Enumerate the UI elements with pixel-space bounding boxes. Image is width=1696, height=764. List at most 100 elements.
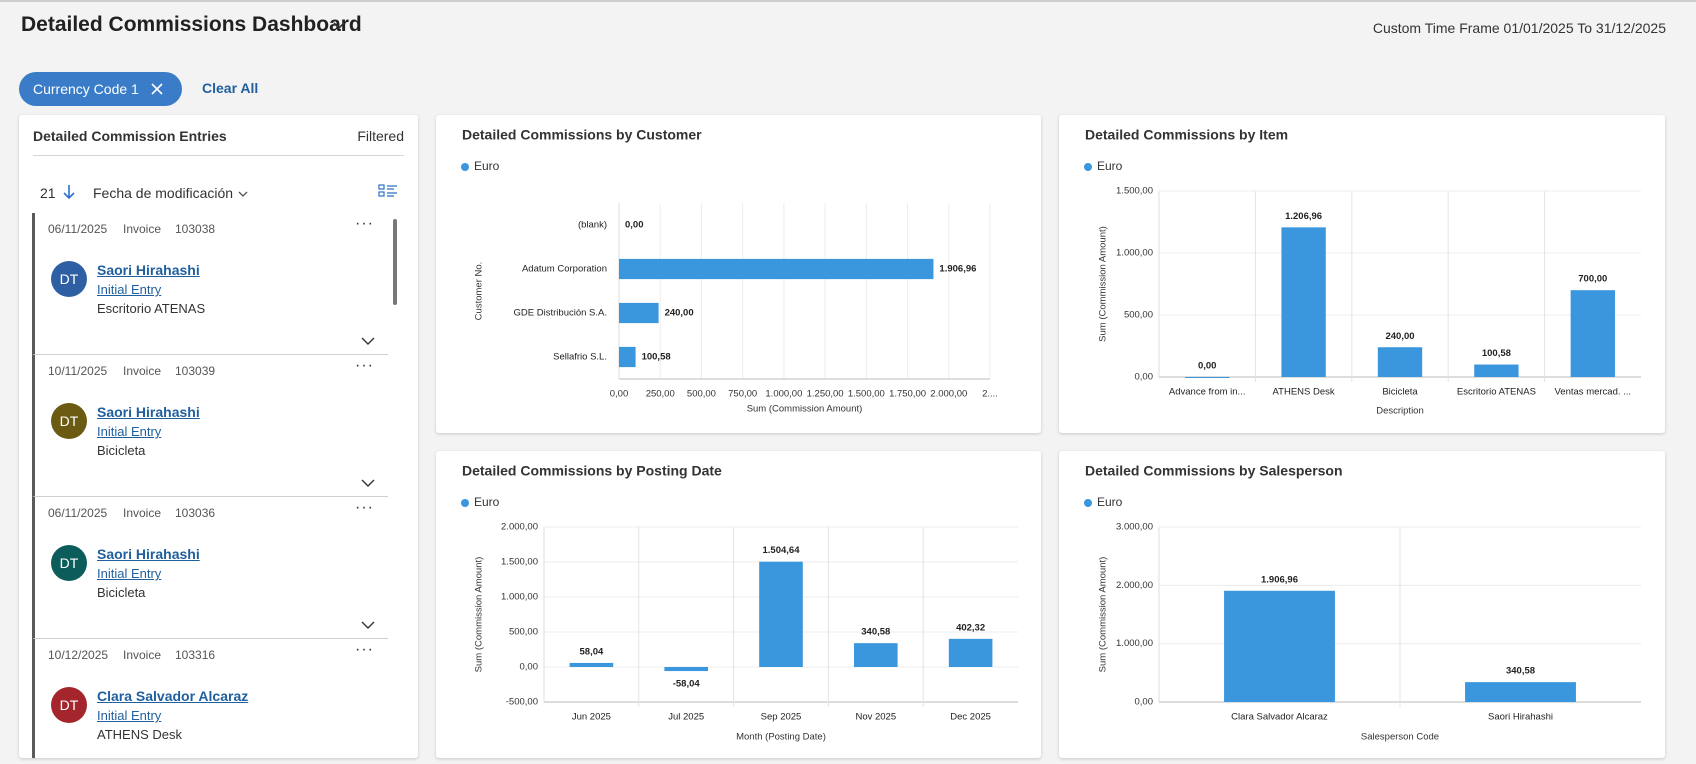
panel-title: Detailed Commission Entries xyxy=(33,128,227,144)
value-label: 100,58 xyxy=(642,352,671,363)
entry-date: 06/11/2025 xyxy=(48,506,108,520)
entry-link[interactable]: Initial Entry xyxy=(97,424,162,439)
x-axis-title: Sum (Commission Amount) xyxy=(747,404,863,415)
expand[interactable] xyxy=(360,475,376,493)
filter-chip[interactable]: Currency Code 1 xyxy=(19,72,182,106)
bar xyxy=(1281,227,1326,377)
more-actions[interactable]: ··· xyxy=(355,499,374,516)
x-axis-title: Salesperson Code xyxy=(1361,732,1439,743)
divider xyxy=(33,155,404,156)
entry-description: ATHENS Desk xyxy=(97,727,182,742)
chart-title: Detailed Commissions by Customer xyxy=(462,127,702,143)
tick-label: -500,00 xyxy=(506,697,538,708)
chart-title: Detailed Commissions by Item xyxy=(1085,127,1288,143)
bar xyxy=(619,258,934,280)
chart: Detailed Commissions by Item Euro 0,00 500,… xyxy=(1084,127,1641,417)
title-chevron[interactable] xyxy=(332,20,346,32)
tick-label: 500,00 xyxy=(1124,310,1153,321)
bar xyxy=(759,561,803,667)
chart-title: Detailed Commissions by Salesperson xyxy=(1085,463,1343,479)
value-label: 700,00 xyxy=(1578,274,1607,285)
category-label: Dec 2025 xyxy=(950,712,991,723)
entry[interactable]: 10/12/2025 Invoice 103316 ··· DT Clara Salvad… xyxy=(32,639,388,758)
avatar: DT xyxy=(51,261,87,297)
entry[interactable]: 06/11/2025 Invoice 103036 ··· DT Saori Hiraha… xyxy=(32,497,388,639)
value-label: 1.906,96 xyxy=(939,264,976,275)
more-actions[interactable]: ··· xyxy=(355,641,374,658)
bar xyxy=(1570,290,1615,377)
category-label: Bicicleta xyxy=(1382,387,1418,398)
sort-field[interactable]: Fecha de modificación xyxy=(93,185,234,201)
more-actions[interactable]: ··· xyxy=(355,357,374,374)
value-label: 58,04 xyxy=(580,646,604,657)
x-axis-title: Description xyxy=(1376,406,1424,417)
entry-name[interactable]: Clara Salvador Alcaraz xyxy=(97,688,249,704)
legend-marker xyxy=(461,163,469,171)
entry-type: Invoice xyxy=(123,364,162,378)
entry-link[interactable]: Initial Entry xyxy=(97,708,162,723)
more-actions[interactable]: ··· xyxy=(355,215,374,232)
entry-type: Invoice xyxy=(123,222,162,236)
bar xyxy=(1377,347,1423,377)
tick-label: 1.750,00 xyxy=(889,389,926,400)
expand-icon xyxy=(361,337,375,345)
tick-label: 500,00 xyxy=(509,627,538,638)
entry-number: 103039 xyxy=(175,364,216,378)
value-label: 0,00 xyxy=(1198,361,1217,372)
entry-link[interactable]: Initial Entry xyxy=(97,282,162,297)
category-label: Adatum Corporation xyxy=(522,264,607,275)
avatar: DT xyxy=(51,403,87,439)
legend-label: Euro xyxy=(1097,495,1123,509)
category-label: Ventas mercad. ... xyxy=(1555,387,1632,398)
category-label: Jul 2025 xyxy=(668,712,704,723)
tick-label: 2.... xyxy=(982,389,998,400)
entry-date: 10/11/2025 xyxy=(48,364,108,378)
chip-remove[interactable] xyxy=(150,82,164,96)
tick-label: 1.500,00 xyxy=(848,389,885,400)
expand[interactable] xyxy=(360,617,376,635)
entry-name[interactable]: Saori Hirahashi xyxy=(97,546,200,562)
entry-name[interactable]: Saori Hirahashi xyxy=(97,404,200,420)
entry-type: Invoice xyxy=(123,648,162,662)
sort-chevron[interactable] xyxy=(237,189,249,199)
value-label: -58,04 xyxy=(673,679,701,690)
avatar: DT xyxy=(51,687,87,723)
scrollbar[interactable] xyxy=(393,219,397,305)
entry-link[interactable]: Initial Entry xyxy=(97,566,162,581)
category-label: Saori Hirahashi xyxy=(1488,712,1553,723)
bar xyxy=(948,638,993,667)
tick-label: 0,00 xyxy=(1135,372,1154,383)
sort-direction[interactable] xyxy=(61,183,77,201)
expand[interactable] xyxy=(360,333,376,351)
legend-marker xyxy=(461,499,469,507)
tick-label: 0,00 xyxy=(520,662,539,673)
legend-label: Euro xyxy=(1097,159,1123,173)
category-label: Escritorio ATENAS xyxy=(1457,387,1536,398)
clear-all[interactable]: Clear All xyxy=(202,80,259,96)
category-label: Jun 2025 xyxy=(572,712,611,723)
value-label: 402,32 xyxy=(956,622,985,633)
chart-panel: Detailed Commissions by Posting Date Euro… xyxy=(436,451,1041,758)
chart-panel: Detailed Commissions by Customer Euro 0,00… xyxy=(436,115,1041,433)
dashboard-title[interactable]: Detailed Commissions Dashboard xyxy=(21,13,362,36)
y-axis-title: Customer No. xyxy=(474,262,485,321)
category-label: GDE Distribución S.A. xyxy=(514,308,607,319)
category-label: Advance from in... xyxy=(1169,387,1246,398)
bar xyxy=(853,643,898,667)
y-axis-title: Sum (Commission Amount) xyxy=(474,557,485,673)
view-toggle[interactable] xyxy=(378,183,398,199)
entry[interactable]: 06/11/2025 Invoice 103038 ··· DT Saori Hiraha… xyxy=(32,213,388,355)
legend-marker xyxy=(1084,499,1092,507)
entry-name[interactable]: Saori Hirahashi xyxy=(97,262,200,278)
y-axis-title: Sum (Commission Amount) xyxy=(1098,226,1109,342)
expand-icon xyxy=(361,479,375,487)
entry-description: Escritorio ATENAS xyxy=(97,301,206,316)
tick-label: 1.000,00 xyxy=(765,389,802,400)
value-label: 340,58 xyxy=(861,627,890,638)
tick-label: 1.500,00 xyxy=(501,557,538,568)
chart-panel: Detailed Commissions by Salesperson Euro 0… xyxy=(1059,451,1665,758)
time-frame[interactable]: Custom Time Frame 01/01/2025 To 31/12/20… xyxy=(1372,20,1666,36)
entry[interactable]: 10/11/2025 Invoice 103039 ··· DT Saori Hiraha… xyxy=(32,355,388,497)
tick-label: 0,00 xyxy=(1135,697,1154,708)
